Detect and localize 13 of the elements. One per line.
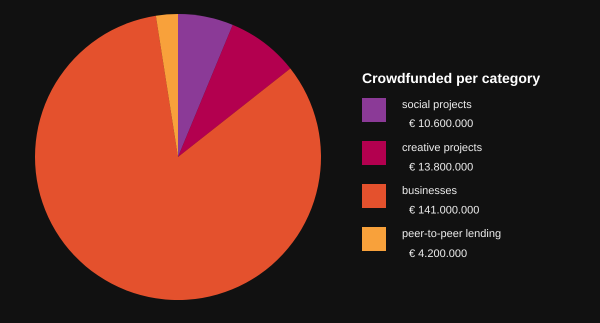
pie-slice xyxy=(156,14,178,157)
legend-title: Crowdfunded per category xyxy=(362,70,540,86)
data-label: € 141.000.000 xyxy=(409,204,480,217)
legend-label: creative projects xyxy=(402,142,483,154)
legend-label: peer-to-peer lending xyxy=(402,228,502,240)
legend-label: social projects xyxy=(402,99,472,111)
pie-slice xyxy=(178,24,290,157)
pie-slice xyxy=(35,16,321,300)
data-label: € 4.200.000 xyxy=(409,248,468,260)
pie-slice xyxy=(178,14,233,157)
data-label: € 13.800.000 xyxy=(409,161,474,174)
data-label: € 10.600.000 xyxy=(409,118,474,130)
legend-label: businesses xyxy=(402,185,458,197)
